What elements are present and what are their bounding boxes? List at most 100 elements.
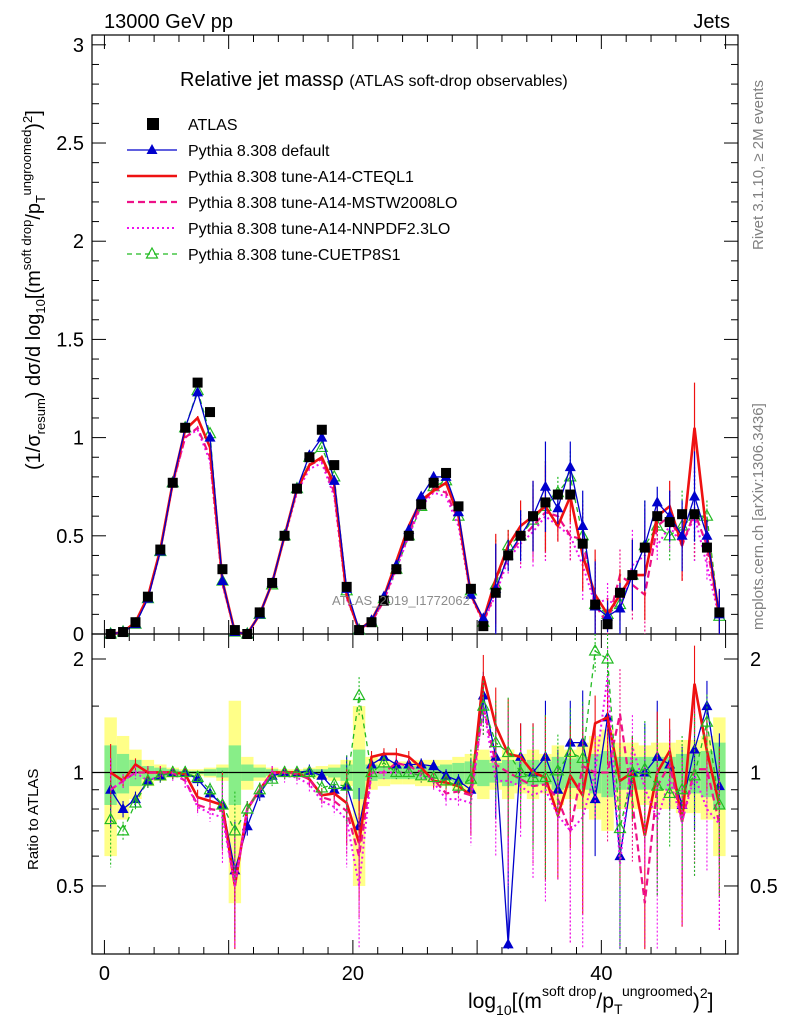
ratio-marker bbox=[663, 786, 677, 799]
legend-label: Pythia 8.308 tune-A14-CTEQL1 bbox=[188, 169, 414, 186]
y-tick-label: 2.5 bbox=[56, 133, 84, 155]
atlas-point bbox=[416, 499, 427, 510]
atlas-point bbox=[316, 424, 327, 435]
atlas-point bbox=[229, 625, 240, 636]
ratio-marker bbox=[402, 765, 416, 778]
axes: 0 0.5 1 1.5 2 2.5 3 0 20 40 0.5 0.5 1 1 2 2 bbox=[56, 35, 778, 985]
atlas-point bbox=[465, 583, 476, 594]
ratio-marker bbox=[625, 765, 639, 778]
series-marker bbox=[192, 386, 204, 397]
series-marker bbox=[602, 610, 614, 621]
header-left: 13000 GeV pp bbox=[104, 11, 233, 33]
ratio-marker bbox=[563, 745, 577, 758]
legend-label: Pythia 8.308 tune-CUETP8S1 bbox=[188, 247, 401, 264]
atlas-point bbox=[503, 550, 514, 561]
ratio-marker bbox=[588, 643, 602, 656]
atlas-point bbox=[366, 617, 377, 628]
legend-label: Pythia 8.308 tune-A14-MSTW2008LO bbox=[188, 195, 457, 212]
atlas-point bbox=[254, 607, 265, 618]
ratio-marker bbox=[302, 765, 316, 778]
x-tick-label: 0 bbox=[99, 963, 110, 985]
ratio-marker bbox=[191, 770, 205, 783]
atlas-point bbox=[217, 564, 228, 575]
atlas-point bbox=[689, 509, 700, 520]
series-marker bbox=[328, 474, 340, 485]
ratio-marker bbox=[389, 765, 403, 778]
ratio-marker bbox=[538, 770, 552, 783]
ratio-marker bbox=[117, 803, 129, 814]
atlas-point bbox=[639, 542, 650, 553]
ratio-marker bbox=[153, 768, 167, 781]
atlas-point bbox=[515, 530, 526, 541]
series-marker bbox=[651, 496, 663, 507]
ratio-marker bbox=[215, 797, 229, 810]
ratio-marker bbox=[403, 758, 415, 769]
ratio-marker bbox=[576, 751, 590, 763]
ratio-marker bbox=[228, 823, 242, 836]
ratio-marker bbox=[327, 777, 341, 789]
atlas-point bbox=[565, 489, 576, 500]
ratio-marker bbox=[688, 768, 702, 781]
ratio-marker bbox=[502, 938, 514, 949]
legend-entry: ATLAS bbox=[147, 117, 238, 134]
atlas-point bbox=[267, 577, 278, 588]
ratio-ylabel: Ratio to ATLAS bbox=[25, 769, 42, 870]
y-tick-label: 3 bbox=[73, 35, 84, 57]
atlas-point bbox=[714, 607, 725, 618]
atlas-point bbox=[590, 599, 601, 610]
ratio-plot-area bbox=[104, 634, 726, 950]
ratio-marker bbox=[116, 823, 130, 836]
atlas-point bbox=[391, 564, 402, 575]
atlas-point bbox=[180, 422, 191, 433]
ratio-marker bbox=[526, 770, 540, 783]
series-marker bbox=[415, 490, 427, 501]
plot-title: Relative jet massρ (ATLAS soft-drop obse… bbox=[180, 69, 568, 91]
ratio-marker bbox=[675, 782, 689, 795]
ratio-marker bbox=[451, 778, 465, 791]
y-tick-label: 2 bbox=[73, 231, 84, 253]
atlas-point bbox=[304, 452, 315, 463]
title-sub: (ATLAS soft-drop observables) bbox=[349, 73, 567, 90]
analysis-watermark: ATLAS_2019_I1772062 bbox=[332, 593, 470, 608]
mcplots-label: mcplots.cern.ch [arXiv:1306.3436] bbox=[750, 403, 767, 630]
ratio-marker bbox=[428, 760, 440, 771]
ratio-marker bbox=[501, 745, 515, 758]
ratio-marker bbox=[253, 782, 267, 795]
title-main: Relative jet mass bbox=[180, 69, 332, 91]
ratio-line-3 bbox=[109, 705, 721, 904]
main-plot-area bbox=[104, 377, 726, 639]
y-tick-label: 0.5 bbox=[56, 526, 84, 548]
ratio-marker bbox=[414, 768, 428, 781]
ratio-marker bbox=[589, 793, 601, 804]
legend-label: ATLAS bbox=[188, 117, 238, 134]
ratio-marker bbox=[365, 765, 379, 778]
atlas-point bbox=[130, 617, 141, 628]
ratio-marker bbox=[203, 782, 217, 795]
atlas-point bbox=[652, 511, 663, 522]
atlas-point bbox=[453, 501, 464, 512]
legend-entry: Pythia 8.308 tune-A14-CTEQL1 bbox=[127, 169, 414, 186]
ratio-y-tick-label: 2 bbox=[73, 649, 84, 671]
series-marker bbox=[204, 431, 216, 442]
ratio-marker bbox=[551, 763, 565, 776]
x-tick-label: 20 bbox=[342, 963, 364, 985]
series-marker bbox=[216, 574, 228, 585]
atlas-point bbox=[602, 619, 613, 630]
ratio-marker bbox=[712, 797, 726, 810]
atlas-point bbox=[552, 489, 563, 500]
ratio-band-inner bbox=[352, 749, 366, 800]
legend-marker-atlas bbox=[147, 118, 159, 130]
ratio-line-1 bbox=[110, 695, 721, 945]
atlas-point bbox=[677, 509, 688, 520]
ratio-marker bbox=[340, 778, 354, 791]
atlas-point bbox=[167, 477, 178, 488]
atlas-point bbox=[664, 517, 675, 528]
series-line-5 bbox=[110, 388, 721, 635]
ratio-marker bbox=[128, 795, 142, 808]
series-marker bbox=[564, 461, 576, 472]
ratio-marker bbox=[613, 821, 627, 834]
atlas-point bbox=[205, 407, 216, 418]
ratio-marker bbox=[166, 765, 180, 778]
atlas-point bbox=[329, 460, 340, 471]
